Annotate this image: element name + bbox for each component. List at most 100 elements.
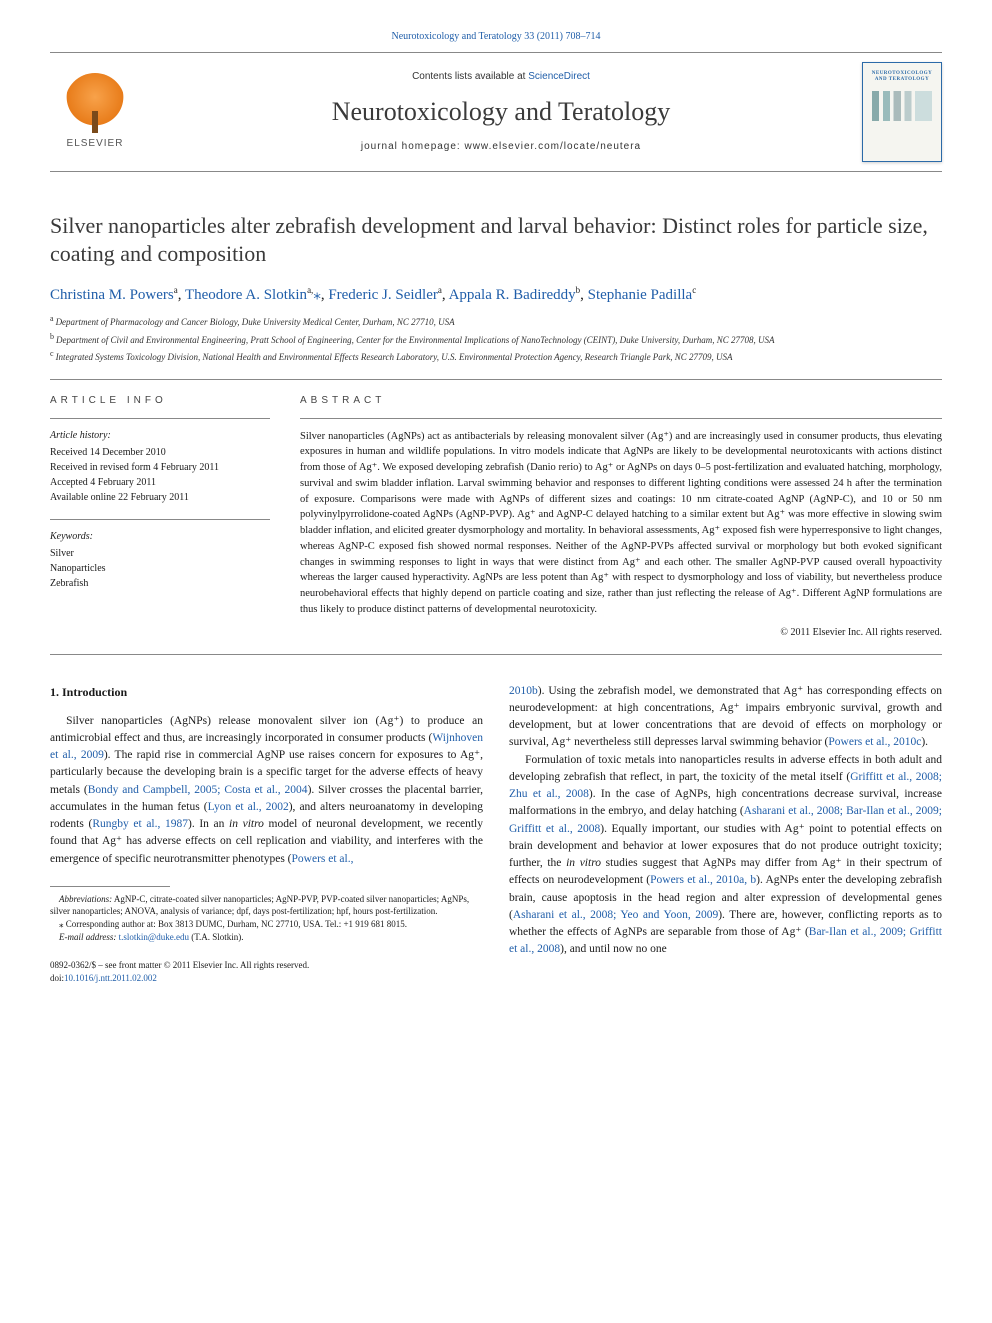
keywords-head: Keywords:: [50, 530, 270, 544]
footnote-label: E-mail address:: [59, 932, 119, 942]
history-line: Received in revised form 4 February 2011: [50, 460, 270, 475]
author-affil-marker: c: [692, 285, 696, 295]
author-link[interactable]: Stephanie Padilla: [588, 287, 693, 303]
author-affil-marker: a: [438, 285, 442, 295]
page: Neurotoxicology and Teratology 33 (2011)…: [0, 0, 992, 1014]
affil-text: Integrated Systems Toxicology Division, …: [56, 352, 733, 362]
article-info-label: ARTICLE INFO: [50, 394, 270, 408]
elsevier-logo: ELSEVIER: [50, 53, 140, 171]
divider: [50, 519, 270, 520]
affil-text: Department of Civil and Environmental En…: [56, 335, 775, 345]
paragraph: Formulation of toxic metals into nanopar…: [509, 752, 942, 959]
abstract-label: ABSTRACT: [300, 394, 942, 408]
text-run: ), and until now no one: [560, 943, 667, 955]
corresponding-marker[interactable]: ⁎: [313, 287, 321, 303]
cover-art-icon: [872, 91, 932, 121]
keyword: Nanoparticles: [50, 561, 270, 576]
affiliation: cIntegrated Systems Toxicology Division,…: [50, 351, 942, 365]
cover-title: NEUROTOXICOLOGY AND TERATOLOGY: [867, 71, 937, 83]
paragraph: 2010b). Using the zebrafish model, we de…: [509, 683, 942, 752]
section-heading: 1. Introduction: [50, 683, 483, 701]
divider: [50, 379, 942, 380]
author-link[interactable]: Appala R. Badireddy: [449, 287, 576, 303]
author-link[interactable]: Frederic J. Seidler: [328, 287, 438, 303]
footnote-label: Abbreviations:: [59, 894, 112, 904]
front-matter-line: 0892-0362/$ – see front matter © 2011 El…: [50, 959, 483, 972]
doi-line: doi:10.1016/j.ntt.2011.02.002: [50, 972, 483, 985]
bottom-meta: 0892-0362/$ – see front matter © 2011 El…: [50, 959, 483, 984]
author-link[interactable]: Christina M. Powers: [50, 287, 174, 303]
footnotes-divider: [50, 886, 170, 887]
divider: [50, 654, 942, 655]
italic-text: in vitro: [229, 818, 264, 830]
author-affil-marker: a: [174, 285, 178, 295]
affil-text: Department of Pharmacology and Cancer Bi…: [56, 317, 455, 327]
affiliations: aDepartment of Pharmacology and Cancer B…: [50, 316, 942, 365]
history-line: Accepted 4 February 2011: [50, 475, 270, 490]
email-link[interactable]: t.slotkin@duke.edu: [119, 932, 189, 942]
journal-cover-thumbnail: NEUROTOXICOLOGY AND TERATOLOGY: [862, 62, 942, 162]
journal-name: Neurotoxicology and Teratology: [140, 94, 862, 130]
body-columns: 1. Introduction Silver nanoparticles (Ag…: [50, 683, 942, 985]
article-info-column: ARTICLE INFO Article history: Received 1…: [50, 394, 270, 640]
affiliation: aDepartment of Pharmacology and Cancer B…: [50, 316, 942, 330]
copyright: © 2011 Elsevier Inc. All rights reserved…: [300, 626, 942, 640]
elsevier-tree-icon: [65, 73, 125, 133]
header-center: Contents lists available at ScienceDirec…: [140, 62, 862, 162]
contents-prefix: Contents lists available at: [412, 71, 528, 82]
affil-key: a: [50, 314, 54, 323]
column-left: 1. Introduction Silver nanoparticles (Ag…: [50, 683, 483, 985]
divider: [300, 418, 942, 419]
journal-header: ELSEVIER Contents lists available at Sci…: [50, 52, 942, 172]
citation-link[interactable]: Bondy and Campbell, 2005; Costa et al., …: [88, 784, 308, 796]
text-run: ).: [921, 736, 928, 748]
column-right: 2010b). Using the zebrafish model, we de…: [509, 683, 942, 985]
divider: [50, 418, 270, 419]
citation-link[interactable]: Powers et al., 2010a, b: [650, 874, 756, 886]
affil-key: c: [50, 349, 54, 358]
abstract-column: ABSTRACT Silver nanoparticles (AgNPs) ac…: [300, 394, 942, 640]
journal-homepage: journal homepage: www.elsevier.com/locat…: [140, 140, 862, 154]
text-run: ). In an: [188, 818, 229, 830]
author-name: Frederic J. Seidler: [328, 287, 438, 303]
text-run: Silver nanoparticles (AgNPs) release mon…: [50, 715, 483, 744]
abstract-text: Silver nanoparticles (AgNPs) act as anti…: [300, 429, 942, 618]
history-head: Article history:: [50, 429, 270, 443]
author-affil-marker: b: [576, 285, 581, 295]
affil-key: b: [50, 332, 54, 341]
top-citation-link[interactable]: Neurotoxicology and Teratology 33 (2011)…: [392, 31, 601, 42]
top-citation: Neurotoxicology and Teratology 33 (2011)…: [50, 30, 942, 44]
citation-link[interactable]: Powers et al., 2010c: [828, 736, 921, 748]
history-line: Available online 22 February 2011: [50, 490, 270, 505]
footnote-abbreviations: Abbreviations: AgNP-C, citrate-coated si…: [50, 893, 483, 918]
footnote-corresponding: ⁎ Corresponding author at: Box 3813 DUMC…: [50, 918, 483, 931]
keyword: Silver: [50, 546, 270, 561]
footnote-text: AgNP-C, citrate-coated silver nanopartic…: [50, 894, 469, 917]
italic-text: in vitro: [566, 857, 601, 869]
author-name: Theodore A. Slotkin: [185, 287, 307, 303]
doi-prefix: doi:: [50, 973, 64, 983]
author-name: Stephanie Padilla: [588, 287, 693, 303]
authors-line: Christina M. Powersa, Theodore A. Slotki…: [50, 285, 942, 306]
affiliation: bDepartment of Civil and Environmental E…: [50, 334, 942, 348]
article-meta-row: ARTICLE INFO Article history: Received 1…: [50, 394, 942, 640]
keyword: Zebrafish: [50, 576, 270, 591]
paragraph: Silver nanoparticles (AgNPs) release mon…: [50, 713, 483, 868]
elsevier-wordmark: ELSEVIER: [67, 137, 124, 151]
author-name: Appala R. Badireddy: [449, 287, 576, 303]
article-title: Silver nanoparticles alter zebrafish dev…: [50, 212, 942, 267]
sciencedirect-link[interactable]: ScienceDirect: [528, 71, 590, 82]
history-line: Received 14 December 2010: [50, 445, 270, 460]
citation-link[interactable]: 2010b: [509, 685, 538, 697]
citation-link[interactable]: Rungby et al., 1987: [92, 818, 188, 830]
footnote-text: (T.A. Slotkin).: [189, 932, 244, 942]
contents-line: Contents lists available at ScienceDirec…: [140, 70, 862, 84]
footnote-email: E-mail address: t.slotkin@duke.edu (T.A.…: [50, 931, 483, 944]
doi-link[interactable]: 10.1016/j.ntt.2011.02.002: [64, 973, 157, 983]
author-name: Christina M. Powers: [50, 287, 174, 303]
footnote-text: Corresponding author at: Box 3813 DUMC, …: [64, 919, 408, 929]
citation-link[interactable]: Powers et al.,: [292, 853, 354, 865]
author-link[interactable]: Theodore A. Slotkin: [185, 287, 307, 303]
citation-link[interactable]: Lyon et al., 2002: [208, 801, 289, 813]
citation-link[interactable]: Asharani et al., 2008; Yeo and Yoon, 200…: [513, 909, 718, 921]
